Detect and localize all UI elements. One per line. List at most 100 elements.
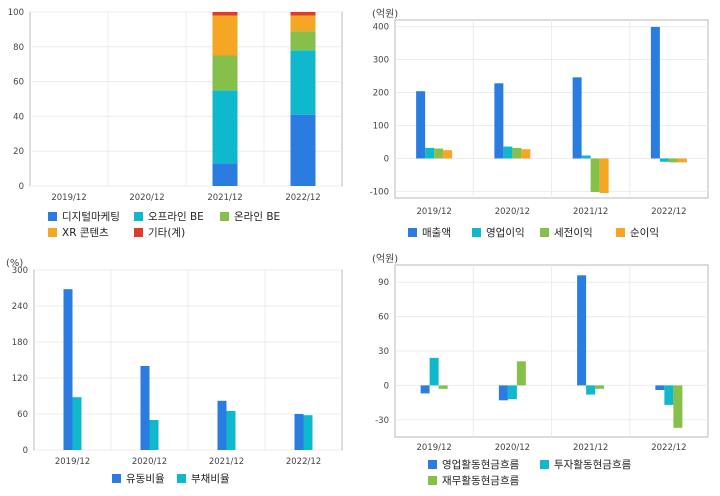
bar — [664, 385, 674, 405]
bar — [498, 385, 508, 401]
x-tick-label: 2019/12 — [51, 193, 86, 203]
bar — [226, 411, 236, 450]
y-tick-label: 60 — [17, 410, 28, 420]
y-tick-label: 80 — [13, 43, 24, 53]
legend-swatch — [472, 228, 481, 237]
x-tick-label: 2022/12 — [286, 457, 321, 467]
legend-swatch — [616, 228, 625, 237]
bar-segment — [212, 15, 238, 56]
bar — [586, 385, 596, 395]
bar — [72, 397, 82, 450]
legend-swatch — [408, 228, 417, 237]
bar — [516, 361, 526, 386]
legend-label: 디지털마케팅 — [62, 211, 120, 223]
y-tick-label: 400 — [373, 23, 389, 33]
bar — [599, 158, 609, 194]
legend-swatch — [428, 460, 437, 469]
legend-label: 온라인 BE — [234, 211, 280, 223]
x-tick-label: 2021/12 — [573, 443, 608, 453]
x-tick-label: 2020/12 — [129, 193, 164, 203]
legend-item: 기타(계) — [134, 227, 185, 239]
x-tick-label: 2022/12 — [285, 193, 320, 203]
x-tick-label: 2021/12 — [207, 193, 242, 203]
bar — [507, 385, 517, 400]
unit-label: (억원) — [372, 8, 398, 20]
legend-item: 부채비율 — [177, 473, 230, 485]
y-tick-label: 0 — [384, 381, 389, 391]
bar — [416, 91, 426, 159]
legend-item: 영업이익 — [472, 226, 525, 239]
legend-label: 영업활동현금흐름 — [442, 458, 520, 471]
legend-swatch — [134, 212, 143, 221]
y-tick-label: 200 — [373, 89, 389, 99]
bar-segment — [290, 50, 316, 115]
legend-swatch — [177, 474, 186, 483]
legend-swatch — [134, 228, 143, 237]
bar — [503, 146, 513, 159]
bar-segment — [290, 12, 316, 16]
legend-item: 세전이익 — [540, 227, 593, 239]
x-tick-label: 2022/12 — [651, 443, 686, 453]
y-tick-label: 300 — [373, 56, 389, 66]
legend-item: 재무활동현금흐름 — [428, 474, 520, 487]
y-tick-label: 0 — [23, 446, 28, 456]
y-tick-label: 180 — [12, 338, 28, 348]
bar-segment — [290, 15, 316, 32]
y-tick-label: -100 — [370, 187, 389, 197]
bar — [443, 150, 453, 159]
x-tick-label: 2021/12 — [573, 207, 608, 217]
bar — [512, 147, 522, 159]
bar — [438, 385, 448, 389]
y-tick-label: 240 — [12, 302, 28, 312]
legend-label: 부채비율 — [191, 473, 230, 485]
bar — [659, 158, 669, 162]
y-tick-label: 90 — [378, 278, 389, 288]
bar-segment — [290, 114, 316, 186]
chart-ratios: (%) 0 60 120 180 240 300 2019/12 2020/12 2021/12 2… — [6, 258, 343, 485]
bar — [595, 385, 605, 389]
bar — [655, 385, 665, 390]
bar — [677, 158, 687, 163]
legend-label: 영업이익 — [486, 226, 525, 239]
bar — [63, 289, 73, 450]
legend-label: XR 콘텐츠 — [62, 227, 109, 239]
bar — [217, 400, 227, 450]
chart-business-mix: 0 20 40 60 80 100 2019/12 2020/12 2021/12 2022/12… — [8, 8, 343, 239]
x-tick-label: 2022/12 — [651, 207, 686, 217]
unit-label: (%) — [6, 258, 23, 269]
x-tick-label: 2019/12 — [55, 457, 90, 467]
bar — [149, 420, 159, 450]
bar — [521, 149, 531, 159]
chart-income: (억원) -100 0 100 200 300 400 2019/12 2020/12 2021/… — [370, 8, 709, 239]
y-tick-label: 60 — [13, 78, 24, 88]
legend-label: 세전이익 — [554, 227, 593, 239]
bar — [434, 148, 444, 159]
legend-swatch — [112, 474, 121, 483]
y-tick-label: 300 — [12, 266, 28, 276]
legend-label: 재무활동현금흐름 — [442, 474, 520, 487]
y-tick-label: 0 — [384, 154, 389, 164]
legend-item: 투자활동현금흐름 — [540, 458, 632, 471]
y-tick-label: 40 — [13, 112, 24, 122]
legend-swatch — [48, 228, 57, 237]
bar — [303, 415, 313, 450]
x-tick-label: 2020/12 — [495, 443, 530, 453]
unit-label: (억원) — [372, 253, 398, 265]
bar-segment — [212, 90, 238, 164]
x-tick-label: 2021/12 — [209, 457, 244, 467]
legend-swatch — [428, 476, 437, 485]
legend-item: 유동비율 — [112, 473, 165, 485]
bar — [590, 158, 600, 193]
bar — [429, 357, 439, 386]
x-tick-label: 2020/12 — [132, 457, 167, 467]
legend-item: 영업활동현금흐름 — [428, 458, 520, 471]
bar — [577, 275, 587, 386]
bar-segment — [212, 12, 238, 16]
chart-cashflow: (억원) -30 0 30 60 90 2019/12 2020/12 2021/12 2022/… — [372, 253, 709, 487]
bar — [294, 414, 304, 450]
legend-label: 순이익 — [630, 227, 659, 239]
legend-label: 매출액 — [422, 227, 451, 239]
bar — [668, 158, 678, 163]
legend-item: 온라인 BE — [220, 211, 280, 223]
bar-segment — [290, 31, 316, 51]
